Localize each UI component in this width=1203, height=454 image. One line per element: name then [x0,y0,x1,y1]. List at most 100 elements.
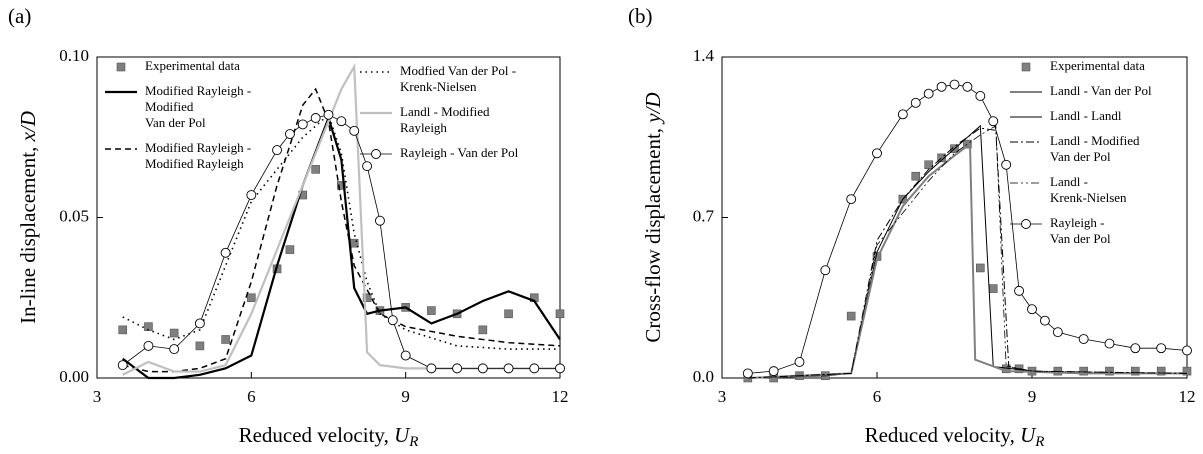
y-tick-label: 0.00 [59,367,89,386]
marker-square [285,245,295,254]
series-line [122,87,561,373]
legend-marker [371,149,381,159]
panel-label: (a) [8,4,31,28]
marker-circle [374,215,385,226]
marker-circle [1182,345,1192,356]
x-tick-label: 12 [1179,387,1196,406]
legend-label: Rayleigh [400,120,447,135]
x-tick-label: 3 [93,387,102,406]
marker-square [195,341,205,351]
legend-marker [1021,62,1031,72]
legend-label: Van der Pol [145,115,206,130]
legend-marker [116,62,126,72]
marker-circle [310,113,321,123]
marker-square [846,311,856,321]
marker-square [937,153,946,163]
legend-label: Modfied Van der Pol - [400,63,516,78]
marker-square [1182,366,1192,376]
marker-circle [426,363,437,374]
marker-square [504,309,513,319]
legend-label: Experimental data [145,58,240,73]
marker-circle [872,148,882,159]
y-tick-label: 0.0 [693,367,714,386]
marker-circle [923,88,934,99]
marker-square [311,165,320,174]
y-tick-label: 1.4 [693,46,715,65]
marker-circle [1052,327,1063,338]
legend-label: Van der Pol [1050,231,1111,246]
marker-square [1079,366,1088,376]
x-tick-label: 6 [247,387,256,406]
marker-square [1131,366,1140,376]
marker-circle [387,315,398,326]
legend-label: Landl - [1050,174,1088,189]
marker-circle [400,350,411,361]
marker-circle [794,357,805,367]
marker-square [976,263,985,273]
legend-label: Modified Rayleigh - [145,83,251,98]
legend-label: Modified Rayleigh [145,156,244,171]
marker-circle [1078,334,1089,344]
y-label-var: x/D [16,111,40,142]
marker-circle [1130,343,1141,354]
marker-circle [169,344,180,355]
marker-square [337,181,346,190]
x-label-text: Reduced velocity, [239,423,395,447]
x-tick-label: 9 [401,387,410,406]
marker-square [924,160,933,170]
x-tick-label: 9 [1028,387,1037,406]
marker-circle [1014,285,1025,296]
marker-square [988,284,998,293]
marker-square [555,309,565,319]
legend-marker [1021,219,1031,229]
series-line [747,125,1188,379]
marker-square [911,171,921,181]
marker-square [362,293,372,303]
marker-square [427,306,436,315]
legend-label: Van der Pol [1050,149,1111,164]
marker-circle [1156,343,1167,354]
legend-label: Krenk-Nielsen [400,79,477,94]
marker-square [478,325,488,335]
marker-circle [846,194,857,205]
series-line [122,62,560,376]
marker-circle [452,363,463,374]
y-label-text: In-line displacement, [16,141,40,324]
marker-circle [768,366,779,377]
x-tick-label: 12 [552,387,569,406]
marker-square [118,325,128,335]
marker-square [1156,366,1166,376]
marker-circle [143,340,154,351]
marker-circle [1039,315,1050,326]
x-tick-label: 6 [873,387,882,406]
x-label-sub: R [1034,434,1044,450]
marker-circle [349,125,360,136]
legend-label: Modified [145,99,194,114]
x-label-var: U [1020,423,1037,447]
y-label-var: y/D [641,92,665,124]
marker-circle [323,109,334,120]
marker-circle [820,265,831,276]
marker-circle [117,360,128,371]
y-tick-label: 0.7 [693,206,715,225]
marker-circle [949,79,960,90]
marker-circle [962,81,973,92]
y-label-text: Cross-flow displacement, [641,123,665,343]
marker-square [144,322,153,331]
series-line [122,114,561,380]
marker-circle [1104,338,1115,349]
x-label-text: Reduced velocity, [865,423,1021,447]
x-axis-label: Reduced velocity, UR [865,423,1045,451]
marker-circle [284,129,295,139]
y-tick-label: 0.10 [59,46,89,65]
marker-square [1105,366,1114,376]
legend-label: Landl - Modified [1050,133,1140,148]
marker-square [169,328,179,338]
legend-label: Rayleigh - Van der Pol [400,145,519,160]
marker-circle [272,145,283,156]
series-line [747,124,1187,379]
y-axis-label: In-line displacement, x/D [16,111,40,324]
marker-circle [362,161,373,172]
series-line [747,142,1187,379]
